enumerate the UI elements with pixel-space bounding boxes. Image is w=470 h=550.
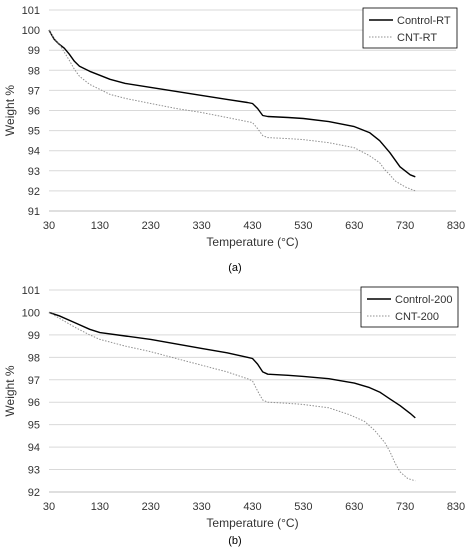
chart-panel-0: 91 92 93 94 95 96 97 98 99 100 101 30 130 230 330 430 53… <box>3 5 465 274</box>
y-tick-label: 96 <box>28 106 40 118</box>
x-tick-label: 630 <box>345 501 363 513</box>
x-tick-label: 130 <box>91 501 109 513</box>
y-tick-label: 95 <box>28 126 40 138</box>
x-tick-label: 30 <box>43 501 55 513</box>
y-tick-label: 100 <box>22 25 40 37</box>
y-tick-label: 96 <box>28 397 40 409</box>
series-line-control <box>48 311 416 419</box>
x-tick-label: 430 <box>243 501 261 513</box>
x-tick-label: 30 <box>43 220 55 232</box>
y-tick-label: 94 <box>28 146 40 158</box>
legend-box <box>362 7 458 49</box>
series-line-control <box>48 29 416 178</box>
x-tick-label: 330 <box>192 501 210 513</box>
legend-box <box>360 286 459 328</box>
y-tick-label: 93 <box>28 166 40 178</box>
y-tick-label: 93 <box>28 465 40 477</box>
x-tick-label: 530 <box>294 501 312 513</box>
y-tick-label: 98 <box>28 352 40 364</box>
y-tick-label: 95 <box>28 420 40 432</box>
y-tick-label: 94 <box>28 442 40 454</box>
y-tick-label: 101 <box>22 285 40 297</box>
x-tick-label: 830 <box>447 501 465 513</box>
x-axis-title: Temperature (°C) <box>206 235 298 249</box>
legend-label: Control-200 <box>395 294 452 306</box>
legend: Control-200 CNT-200 <box>360 286 459 328</box>
legend: Control-RT CNT-RT <box>362 7 458 49</box>
y-tick-label: 100 <box>22 307 40 319</box>
y-tick-label: 99 <box>28 330 40 342</box>
panel-label: (b) <box>228 535 241 547</box>
x-tick-label: 630 <box>345 220 363 232</box>
y-tick-label: 97 <box>28 375 40 387</box>
y-tick-label: 99 <box>28 45 40 57</box>
y-axis-title: Weight % <box>3 85 17 136</box>
y-tick-label: 92 <box>28 186 40 198</box>
chart-panel-1: 92 93 94 95 96 97 98 99 100 101 30 130 230 330 430 530 6… <box>3 285 465 547</box>
x-axis-title: Temperature (°C) <box>206 516 298 530</box>
x-tick-label: 730 <box>396 501 414 513</box>
legend-label: CNT-200 <box>395 311 439 323</box>
y-axis-title: Weight % <box>3 365 17 416</box>
x-tick-label: 130 <box>91 220 109 232</box>
x-tick-label: 230 <box>142 220 160 232</box>
x-tick-label: 230 <box>142 501 160 513</box>
y-tick-label: 92 <box>28 487 40 499</box>
series-line-cnt <box>48 29 416 192</box>
x-tick-label: 830 <box>447 220 465 232</box>
y-tick-label: 98 <box>28 65 40 77</box>
y-tick-label: 97 <box>28 85 40 97</box>
legend-label: CNT-RT <box>397 32 437 44</box>
y-tick-label: 91 <box>28 206 40 218</box>
y-tick-label: 101 <box>22 5 40 17</box>
x-tick-label: 530 <box>294 220 312 232</box>
x-tick-label: 330 <box>192 220 210 232</box>
panel-label: (a) <box>228 262 241 274</box>
legend-label: Control-RT <box>397 15 451 27</box>
x-tick-label: 430 <box>243 220 261 232</box>
series-line-cnt <box>48 311 416 482</box>
x-tick-label: 730 <box>396 220 414 232</box>
